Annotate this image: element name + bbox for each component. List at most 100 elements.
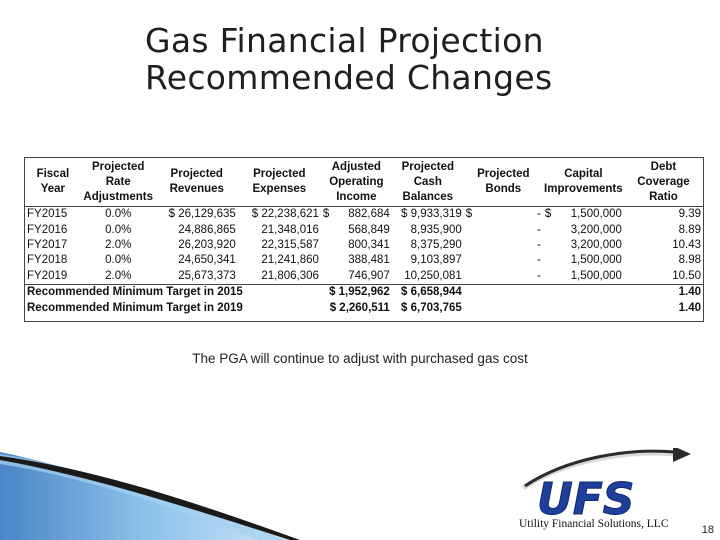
header-operating-income: Adjusted Operating Income: [320, 158, 392, 207]
cell-ratio: 10.50: [672, 269, 701, 282]
bonds-value: -: [536, 238, 541, 251]
cell-ratio: 9.39: [678, 208, 701, 221]
income-value: 882,684: [348, 208, 390, 221]
cell-capital: 1,500,000: [543, 269, 624, 285]
header-expenses: Projected Expenses: [237, 158, 321, 207]
header-cash-balances: Projected Cash Balances: [391, 158, 464, 207]
footnote-text: The PGA will continue to adjust with pur…: [192, 351, 528, 366]
cell-ratio: 8.89: [678, 223, 701, 236]
capital-value: 1,500,000: [570, 269, 622, 282]
cell-ratio: 8.98: [678, 254, 701, 267]
cell-income: $882,684: [321, 207, 392, 223]
cell-expenses: 21,348,016: [261, 223, 319, 236]
capital-value: 1,500,000: [570, 254, 622, 267]
currency-sign: $: [544, 208, 552, 221]
cell-capital: 3,200,000: [543, 238, 624, 253]
cell-expenses: $ 22,238,621: [251, 208, 319, 221]
cell-income: 746,907: [321, 269, 392, 285]
cell-bonds: -: [464, 269, 543, 285]
ufs-logo: UFS: [521, 448, 691, 520]
cell-year: FY2019: [27, 269, 68, 282]
capital-value: 1,500,000: [570, 208, 622, 221]
table-header-row: Fiscal Year Projected Rate Adjustments P…: [25, 158, 703, 207]
target-income: $ 1,952,962: [320, 283, 392, 301]
cell-bonds: -: [464, 222, 543, 237]
cell-cash: 8,375,290: [410, 238, 462, 251]
cell-rate: 0.0%: [105, 254, 132, 267]
header-bonds: Projected Bonds: [463, 158, 543, 207]
target-row: Recommended Minimum Target in 2019 $ 2,2…: [25, 301, 703, 317]
target-income: $ 2,260,511: [329, 302, 390, 315]
title-line-1: Gas Financial Projection: [145, 21, 544, 60]
cell-year: FY2016: [27, 223, 68, 236]
currency-sign: $: [465, 208, 473, 221]
income-value: 800,341: [348, 238, 390, 251]
income-value: 388,481: [348, 254, 390, 267]
cell-cash: 8,935,900: [410, 223, 462, 236]
capital-value: 3,200,000: [570, 238, 622, 251]
bonds-value: -: [536, 269, 541, 282]
header-fiscal-year: Fiscal Year: [25, 158, 81, 207]
table-row: FY2015 0.0% $ 26,129,635 $ 22,238,621 $8…: [25, 207, 703, 223]
table-row: FY2016 0.0% 24,886,865 21,348,016 568,84…: [25, 222, 703, 237]
cell-revenues: 24,886,865: [178, 223, 236, 236]
bonds-value: -: [536, 254, 541, 267]
cell-expenses: 21,806,306: [261, 269, 319, 282]
cell-bonds: $ -: [464, 207, 543, 223]
cell-year: FY2018: [27, 254, 68, 267]
target-cash: $ 6,703,765: [401, 302, 462, 315]
company-name: Utility Financial Solutions, LLC: [519, 518, 669, 530]
cell-revenues: 26,203,920: [178, 238, 236, 251]
cell-revenues: 24,650,341: [178, 254, 236, 267]
cell-bonds: -: [464, 253, 543, 268]
cell-year: FY2017: [27, 238, 68, 251]
cell-rate: 0.0%: [105, 208, 132, 221]
decorative-swoosh: [0, 452, 300, 540]
cell-capital: $1,500,000: [543, 207, 624, 223]
logo-text: UFS: [537, 474, 634, 520]
target-label: Recommended Minimum Target in 2019: [27, 302, 243, 315]
cell-year: FY2015: [27, 208, 68, 221]
table-row: FY2017 2.0% 26,203,920 22,315,587 800,34…: [25, 238, 703, 253]
title-line-2: Recommended Changes: [145, 58, 553, 97]
header-revenues: Projected Revenues: [155, 158, 238, 207]
income-value: 746,907: [348, 269, 390, 282]
target-label: Recommended Minimum Target in 2015: [25, 283, 321, 301]
cell-cash: 10,250,081: [404, 269, 462, 282]
logo-swoosh-icon: [524, 449, 676, 488]
currency-sign: $: [322, 208, 330, 221]
cell-expenses: 21,241,860: [261, 254, 319, 267]
table-row: FY2018 0.0% 24,650,341 21,241,860 388,48…: [25, 253, 703, 268]
bonds-value: -: [536, 208, 541, 221]
cell-capital: 1,500,000: [543, 253, 624, 268]
header-rate-adjustments: Projected Rate Adjustments: [80, 158, 156, 207]
cell-income: 800,341: [321, 238, 392, 253]
cell-bonds: -: [464, 238, 543, 253]
cell-capital: 3,200,000: [543, 222, 624, 237]
target-cash: $ 6,658,944: [391, 283, 464, 301]
table-row: FY2019 2.0% 25,673,373 21,806,306 746,90…: [25, 269, 703, 285]
cell-cash: $ 9,933,319: [401, 208, 462, 221]
cell-rate: 0.0%: [105, 223, 132, 236]
logo-arrow-icon: [673, 448, 691, 462]
cell-expenses: 22,315,587: [261, 238, 319, 251]
header-capital-improvements: Capital Improvements: [542, 158, 624, 207]
cell-income: 388,481: [321, 253, 392, 268]
cell-revenues: 25,673,373: [178, 269, 236, 282]
cell-ratio: 10.43: [672, 238, 701, 251]
bonds-value: -: [536, 223, 541, 236]
target-ratio: 1.40: [678, 302, 701, 315]
capital-value: 3,200,000: [570, 223, 622, 236]
page-number: 18: [701, 524, 714, 536]
cell-rate: 2.0%: [105, 238, 132, 251]
cell-revenues: $ 26,129,635: [168, 208, 236, 221]
target-row: Recommended Minimum Target in 2015 $ 1,9…: [25, 283, 703, 301]
target-ratio: 1.40: [623, 283, 703, 301]
slide-title: Gas Financial Projection Recommended Cha…: [145, 22, 665, 96]
income-value: 568,849: [348, 223, 390, 236]
header-debt-coverage-ratio: Debt Coverage Ratio: [623, 158, 703, 207]
cell-rate: 2.0%: [105, 269, 132, 282]
cell-cash: 9,103,897: [410, 254, 462, 267]
financial-projection-table: Fiscal Year Projected Rate Adjustments P…: [24, 157, 704, 322]
cell-income: 568,849: [321, 222, 392, 237]
